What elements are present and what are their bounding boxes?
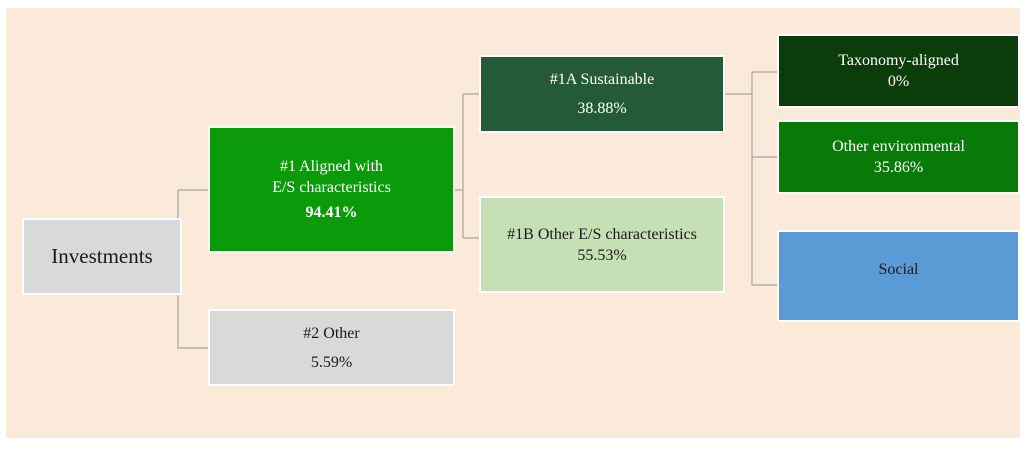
node-value: 94.41% [305, 204, 358, 221]
connector [723, 71, 781, 286]
node-social: Social [777, 230, 1020, 322]
node-value: 35.86% [873, 159, 924, 176]
node-label: #2 Other [303, 324, 360, 342]
node-label: #1A Sustainable [549, 71, 655, 88]
node-value: 38.88% [577, 100, 627, 117]
connector [453, 93, 483, 239]
node-label: Social [878, 260, 919, 278]
node-sustainable: #1A Sustainable 38.88% [479, 55, 725, 133]
node-value: 5.59% [310, 353, 353, 371]
node-label: E/S characteristics [272, 179, 391, 196]
node-value: 0% [887, 73, 910, 90]
node-other-es: #1B Other E/S characteristics 55.53% [479, 196, 725, 293]
node-label: Taxonomy-aligned [838, 52, 959, 69]
connector [177, 189, 212, 349]
node-taxonomy: Taxonomy-aligned 0% [777, 34, 1020, 108]
node-label: Other environmental [832, 138, 965, 155]
node-other: #2 Other 5.59% [208, 309, 455, 386]
node-aligned: #1 Aligned with E/S characteristics 94.4… [208, 126, 455, 253]
node-label: Investments [51, 244, 153, 268]
node-investments: Investments [22, 218, 182, 295]
node-label: #1 Aligned with [279, 158, 384, 175]
node-value: 55.53% [577, 246, 627, 264]
node-other-environmental: Other environmental 35.86% [777, 120, 1020, 194]
node-label: #1B Other E/S characteristics [507, 225, 697, 243]
